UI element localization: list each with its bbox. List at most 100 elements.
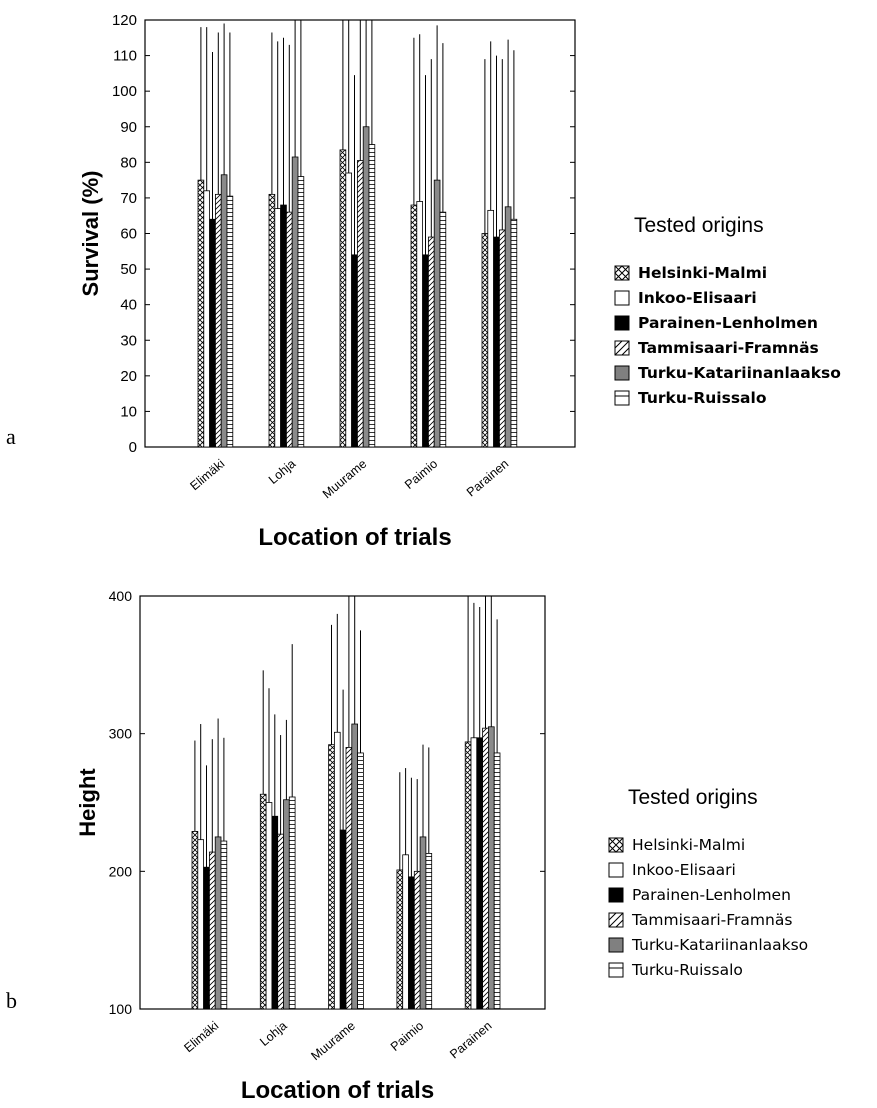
x-tick-label: Elimäki	[181, 1019, 221, 1056]
bar	[476, 737, 483, 1010]
x-tick-label: Lohja	[257, 1019, 289, 1049]
white-swatch-icon	[608, 862, 624, 877]
x-tick-label: Elimäki	[187, 457, 227, 494]
y-tick-label: 20	[120, 368, 137, 385]
y-tick-label: 110	[113, 48, 137, 65]
x-tick-label: Parainen	[464, 457, 511, 500]
y-tick-label: 10	[120, 403, 137, 420]
y-tick-label: 120	[112, 12, 137, 29]
bar	[419, 836, 427, 1010]
y-tick-label: 100	[112, 83, 137, 100]
legend-label: Inkoo-Elisaari	[638, 288, 757, 307]
legend-item: Inkoo-Elisaari	[614, 285, 841, 310]
legend-item: Turku-Katariinanlaakso	[608, 932, 808, 957]
bar	[197, 179, 205, 448]
bar	[274, 208, 281, 448]
bar	[487, 209, 494, 448]
height-chart: 100 200 300 400 Elimäki Lohja Muurame Paimio Par…	[75, 588, 546, 1104]
bar	[427, 236, 435, 448]
x-tick-label: Paimio	[388, 1019, 426, 1054]
horizontal-lines-swatch-icon	[608, 962, 624, 977]
bar	[345, 172, 352, 448]
bar	[362, 126, 370, 448]
bar	[297, 176, 305, 448]
diagonal-swatch-icon	[614, 340, 630, 355]
bar	[197, 839, 205, 1010]
legend-item: Parainen-Lenholmen	[608, 882, 808, 907]
y-tick-label: 30	[120, 332, 137, 349]
bar	[265, 802, 273, 1010]
legend-label: Tammisaari-Framnäs	[632, 910, 793, 929]
bar	[493, 752, 501, 1010]
legend-item: Helsinki-Malmi	[614, 260, 841, 285]
y-tick-label: 80	[120, 154, 137, 171]
legend-item: Tammisaari-Framnäs	[608, 907, 808, 932]
bar	[408, 876, 415, 1010]
legend-item: Parainen-Lenholmen	[614, 310, 841, 335]
bar	[220, 174, 228, 448]
bar	[333, 731, 341, 1010]
bar	[191, 831, 199, 1010]
bar	[416, 201, 423, 448]
legend-label: Helsinki-Malmi	[638, 263, 768, 282]
bar	[357, 752, 364, 1010]
legend-item: Tammisaari-Framnäs	[614, 335, 841, 360]
x-axis-title: Location of trials	[241, 1077, 434, 1104]
y-tick-label: 300	[109, 726, 133, 742]
panel-label-b: b	[6, 988, 17, 1013]
bar	[439, 211, 447, 448]
gray-swatch-icon	[614, 365, 630, 380]
bar	[498, 229, 506, 448]
bar	[510, 218, 518, 448]
bar	[464, 741, 472, 1010]
bar	[368, 144, 376, 448]
legend-title: Tested origins	[628, 786, 758, 809]
legend-label: Turku-Katariinanlaakso	[632, 935, 809, 954]
legend-label: Tammisaari-Framnäs	[638, 338, 819, 357]
bar	[220, 840, 228, 1010]
legend-height: Tested origins Helsinki-Malmi Inkoo-Elis…	[608, 786, 808, 982]
bar	[422, 254, 429, 448]
bar	[410, 204, 418, 448]
bar	[214, 193, 222, 448]
legend-survival: Tested origins Helsinki-Malmi Inkoo-Elis…	[614, 214, 841, 410]
bar	[283, 799, 290, 1010]
y-tick-label: 50	[120, 261, 137, 278]
bar	[268, 193, 276, 448]
crosshatch-swatch-icon	[614, 264, 630, 281]
x-tick-label: Lohja	[266, 457, 298, 487]
y-tick-label: 400	[109, 588, 133, 604]
horizontal-lines-swatch-icon	[614, 390, 630, 405]
bar	[351, 254, 358, 448]
legend-label: Parainen-Lenholmen	[632, 885, 791, 904]
bar	[208, 851, 216, 1010]
y-tick-label: 60	[120, 226, 137, 243]
x-tick-label: Muurame	[308, 1019, 357, 1064]
legend-item: Inkoo-Elisaari	[608, 857, 808, 882]
bar	[339, 149, 347, 448]
legend-label: Parainen-Lenholmen	[638, 313, 818, 332]
bar	[209, 218, 216, 448]
legend-item: Turku-Ruissalo	[608, 957, 808, 982]
legend-label: Turku-Katariinanlaakso	[638, 363, 841, 382]
y-tick-label: 100	[109, 1001, 133, 1017]
bar	[433, 179, 441, 448]
bar	[288, 796, 296, 1010]
x-tick-label: Paimio	[402, 457, 440, 492]
bar	[482, 727, 489, 1010]
bar	[285, 211, 293, 448]
bar	[356, 160, 364, 448]
legend-label: Inkoo-Elisaari	[632, 860, 736, 879]
bar	[396, 869, 404, 1010]
survival-chart: 0 10 20 30 40 50 60 70 80 90 100 110 120 Elimäki Lohja…	[78, 12, 576, 551]
bar	[504, 206, 512, 448]
crosshatch-swatch-icon	[608, 836, 624, 853]
bar	[487, 726, 495, 1010]
y-tick-label: 40	[120, 297, 137, 314]
y-tick-label: 200	[109, 863, 133, 879]
bar	[203, 190, 211, 448]
bar	[425, 853, 433, 1010]
diagonal-swatch-icon	[608, 912, 624, 927]
bar	[481, 233, 489, 448]
